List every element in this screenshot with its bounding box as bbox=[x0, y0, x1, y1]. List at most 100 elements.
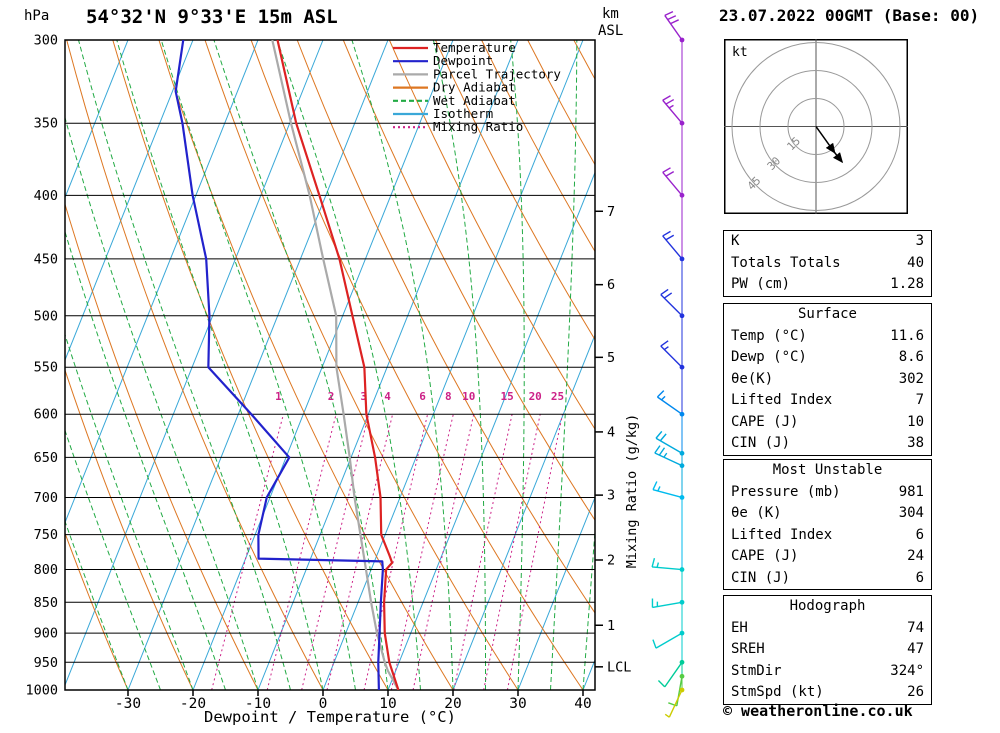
table-row: Lifted Index 7 bbox=[724, 390, 931, 412]
km-tick-label: 7 bbox=[607, 204, 615, 220]
mixing-ratio-line bbox=[453, 414, 513, 690]
pressure-tick-label: 950 bbox=[34, 655, 58, 671]
legend-label: Mixing Ratio bbox=[433, 119, 523, 134]
wind-barb bbox=[657, 659, 685, 688]
isotherm-line bbox=[65, 40, 324, 687]
km-tick-label: 1 bbox=[607, 618, 615, 634]
stat-label: CAPE (J) bbox=[731, 548, 799, 564]
pressure-tick-label: 300 bbox=[34, 33, 58, 49]
wet-adiabat-line bbox=[550, 40, 578, 690]
wet-adiabat-line bbox=[65, 519, 129, 690]
isotherm-line bbox=[582, 658, 595, 690]
wind-barb bbox=[664, 10, 685, 43]
pressure-tick-label: 400 bbox=[34, 188, 58, 204]
wet-adiabat-line bbox=[65, 333, 194, 690]
mixing-ratio-line bbox=[301, 414, 370, 690]
mixing-ratio-value-label: 6 bbox=[419, 390, 426, 403]
table-row: CAPE (J) 10 bbox=[724, 412, 931, 434]
table-header: Hodograph bbox=[724, 596, 931, 618]
wind-barb bbox=[662, 95, 685, 126]
stat-label: θe (K) bbox=[731, 505, 782, 521]
wet-adiabat-line bbox=[582, 525, 595, 690]
wind-barb bbox=[662, 167, 685, 198]
isotherm-line bbox=[257, 40, 519, 690]
sounding-curves bbox=[174, 40, 400, 690]
wet-adiabat-line bbox=[65, 115, 259, 690]
km-tick-label: 6 bbox=[607, 277, 615, 293]
pressure-tick-label: 500 bbox=[34, 308, 58, 324]
legend-label: Temperature bbox=[433, 40, 516, 55]
mixing-ratio-line bbox=[211, 414, 284, 690]
temp-tick-label: 10 bbox=[379, 696, 396, 712]
table-title: Most Unstable bbox=[772, 462, 883, 478]
legend-label: Dry Adiabat bbox=[433, 80, 516, 95]
wind-barb bbox=[655, 430, 685, 456]
mixing-ratio-value-label: 2 bbox=[328, 390, 335, 403]
km-axis-unit: km bbox=[602, 6, 619, 22]
stat-label: StmDir bbox=[731, 662, 782, 679]
hodograph-trace-segment bbox=[832, 152, 844, 164]
wet-adiabat-line bbox=[351, 40, 454, 690]
stat-value: 981 bbox=[898, 483, 924, 500]
stat-value: 6 bbox=[915, 526, 924, 543]
mixing-ratio-value-label: 4 bbox=[384, 390, 391, 403]
temp-tick-label: -20 bbox=[180, 696, 206, 712]
isotherm-line bbox=[452, 333, 595, 690]
stat-value: 1.28 bbox=[890, 276, 924, 292]
stat-label: Lifted Index bbox=[731, 526, 833, 543]
isotherm-line bbox=[517, 496, 595, 690]
wind-barb-column bbox=[651, 10, 685, 718]
table-row: Pressure (mb) 981 bbox=[724, 482, 931, 504]
stat-label: K bbox=[731, 233, 740, 249]
mixing-ratio-line bbox=[326, 414, 394, 690]
station-title: 54°32'N 9°33'E 15m ASL bbox=[86, 6, 338, 28]
wind-barb bbox=[651, 558, 685, 572]
isotherm-line bbox=[65, 40, 259, 524]
stat-value: 38 bbox=[907, 435, 924, 451]
mixing-ratio-value-label: 15 bbox=[500, 390, 513, 403]
wind-barb bbox=[654, 445, 685, 469]
pressure-axis-unit: hPa bbox=[24, 8, 50, 24]
wind-barb bbox=[652, 481, 685, 500]
mixing-ratio-value-label: 8 bbox=[445, 390, 452, 403]
table-row: EH 74 bbox=[724, 618, 931, 640]
stat-label: StmSpd (kt) bbox=[731, 684, 824, 700]
table-row: CAPE (J) 24 bbox=[724, 546, 931, 568]
wind-barb bbox=[662, 230, 685, 262]
wind-barb bbox=[660, 340, 685, 370]
dry-adiabat-line bbox=[342, 40, 595, 522]
stat-label: CAPE (J) bbox=[731, 413, 799, 430]
pressure-tick-label: 850 bbox=[34, 595, 58, 611]
table-title: Surface bbox=[797, 306, 857, 322]
table-row: K 3 bbox=[724, 231, 931, 253]
indices-table: K 3 Totals Totals 40 PW (cm) 1.28 bbox=[723, 230, 932, 297]
legend-label: Isotherm bbox=[433, 106, 493, 121]
pressure-tick-label: 900 bbox=[34, 626, 58, 642]
dry-adiabat-line bbox=[435, 40, 595, 341]
asl-axis-unit: ASL bbox=[598, 23, 624, 39]
wet-adiabat-line bbox=[116, 40, 324, 690]
mixing-ratio-line bbox=[363, 414, 429, 690]
stat-value: 11.6 bbox=[890, 327, 924, 344]
temp-tick-label: 0 bbox=[319, 696, 328, 712]
mixing-ratio-value-label: 25 bbox=[551, 390, 564, 403]
table-row: CIN (J) 38 bbox=[724, 433, 931, 455]
km-tick-label: LCL bbox=[607, 659, 631, 675]
temp-tick-label: 30 bbox=[509, 696, 526, 712]
table-row: StmSpd (kt) 26 bbox=[724, 682, 931, 704]
stat-label: Dewp (°C) bbox=[731, 349, 807, 365]
stat-label: EH bbox=[731, 619, 748, 636]
temp-tick-label: 20 bbox=[444, 696, 461, 712]
legend-label: Wet Adiabat bbox=[433, 93, 516, 108]
mixing-ratio-value-label: 20 bbox=[529, 390, 542, 403]
table-row: Totals Totals 40 bbox=[724, 253, 931, 275]
dewpoint-curve bbox=[174, 40, 384, 690]
dry-adiabat-line bbox=[158, 40, 454, 690]
legend-label: Parcel Trajectory bbox=[433, 66, 561, 81]
mixing-ratio-line bbox=[266, 414, 337, 690]
mixing-ratio-line bbox=[390, 414, 454, 690]
pressure-tick-label: 450 bbox=[34, 251, 58, 267]
table-row: SREH 47 bbox=[724, 639, 931, 661]
table-row: StmDir 324° bbox=[724, 661, 931, 683]
mixing-ratio-value-label: 10 bbox=[462, 390, 475, 403]
